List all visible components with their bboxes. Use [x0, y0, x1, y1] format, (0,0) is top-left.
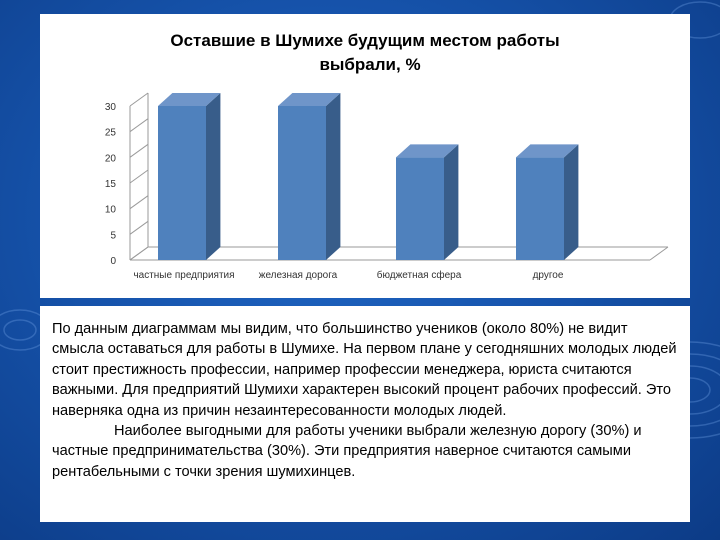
bar — [396, 144, 459, 260]
y-tick-label: 0 — [110, 256, 116, 267]
x-category-label: частные предприятия — [133, 270, 234, 281]
bar-side — [564, 144, 579, 260]
description-text: По данным диаграммам мы видим, что больш… — [40, 306, 690, 522]
y-tick-line — [129, 92, 149, 107]
bar-front — [396, 157, 444, 260]
y-tick-label: 25 — [105, 128, 117, 139]
y-tick-line — [129, 169, 149, 184]
chart-title-line-2: выбрали, % — [319, 55, 420, 74]
y-tick-line — [129, 195, 149, 210]
y-tick-line — [129, 220, 149, 235]
bar-front — [158, 106, 206, 260]
bar-side — [444, 144, 459, 260]
bar-front — [278, 106, 326, 260]
y-tick-label: 15 — [105, 179, 117, 190]
bar-top — [516, 144, 579, 158]
bar-chart: Оставшие в Шумихе будущим местом работы … — [105, 31, 669, 281]
y-tick-line — [129, 143, 149, 158]
bar-top — [158, 93, 221, 106]
bar-top — [396, 144, 459, 158]
bar-top — [278, 93, 341, 106]
y-tick-label: 5 — [110, 230, 116, 241]
paragraph-2-text: Наиболее выгодными для работы ученики вы… — [52, 423, 642, 480]
y-tick-label: 20 — [105, 153, 117, 164]
y-tick-label: 10 — [105, 205, 117, 216]
bar-side — [326, 93, 341, 260]
bar — [516, 144, 579, 260]
y-tick-label: 30 — [105, 102, 117, 113]
bar — [278, 93, 341, 260]
y-tick-line — [129, 118, 149, 133]
bar-front — [516, 157, 564, 260]
chart-panel: Оставшие в Шумихе будущим местом работы … — [40, 14, 690, 298]
x-category-label: бюджетная сфера — [377, 269, 462, 281]
chart-title-line-1: Оставшие в Шумихе будущим местом работы — [170, 31, 559, 50]
floor-right-line — [649, 246, 669, 261]
x-category-label: другое — [533, 270, 564, 281]
bar-side — [206, 93, 221, 260]
bar — [158, 93, 221, 260]
paragraph-1: По данным диаграммам мы видим, что больш… — [52, 321, 677, 419]
x-category-label: железная дорога — [259, 270, 338, 281]
paragraph-2: Наиболее выгодными для работы ученики вы… — [52, 421, 682, 482]
y-tick-line — [129, 246, 149, 261]
